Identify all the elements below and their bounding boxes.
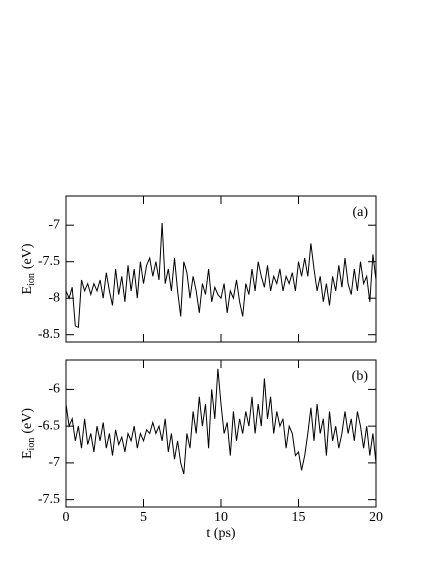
x-axis-label: t (ps) <box>206 526 236 541</box>
y-label-sub: ion <box>26 273 37 286</box>
x-tick-label: 15 <box>292 510 306 525</box>
panel-label: (a) <box>352 205 368 220</box>
y-axis-label: Eion (eV) <box>20 243 37 294</box>
panel-label: (b) <box>352 369 369 384</box>
y-tick-label: -7 <box>48 217 60 232</box>
data-line <box>65 368 377 475</box>
panel: -7 -7.5 -8 -8.5 (a) Eion (eV) <box>20 195 377 343</box>
plot-frame <box>65 195 377 343</box>
x-tick-label: 10 <box>214 510 228 525</box>
y-axis-label: Eion (eV) <box>20 408 37 459</box>
y-tick-label: -8.5 <box>38 327 60 342</box>
y-label-unit: (eV) <box>20 243 35 269</box>
panel: -6 -6.5 -7 -7.50 5 10 15 20 (b) Eion (eV) t (ps) <box>20 359 383 541</box>
y-tick-label: -7 <box>48 455 60 470</box>
y-tick-label: -8 <box>48 290 60 305</box>
y-tick-label: -6 <box>48 382 60 397</box>
x-tick-label: 5 <box>140 510 147 525</box>
data-line <box>65 222 377 329</box>
y-label-unit: (eV) <box>20 408 35 434</box>
y-tick-label: -7.5 <box>38 492 60 507</box>
y-label-main: E <box>20 286 35 295</box>
y-tick-label: -7.5 <box>38 254 60 269</box>
x-tick-label: 20 <box>369 510 383 525</box>
x-tick-label: 0 <box>63 510 70 525</box>
y-label-sub: ion <box>26 438 37 451</box>
y-label-main: E <box>20 450 35 459</box>
plot-frame <box>65 359 377 508</box>
y-tick-label: -6.5 <box>38 418 60 433</box>
